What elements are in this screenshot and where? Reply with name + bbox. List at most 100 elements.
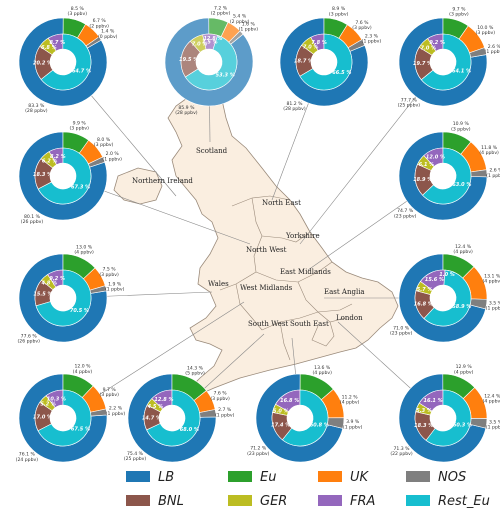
- outer-label: 83.3 % (28 ppbv): [25, 103, 48, 114]
- donut-r3c4: 71.0 % (23 ppbv) 12.4 % (4 ppbv) 13.1 % (4 pp…: [390, 244, 500, 343]
- outer-label: 9.9 % (3 ppbv): [70, 121, 90, 132]
- outer-label: 1.6 % (1 ppbv): [239, 21, 259, 32]
- inner-label: 68.0 %: [180, 427, 199, 433]
- inner-label: 12.8 %: [154, 397, 173, 403]
- outer-label: 81.2 % (28 ppbv): [283, 101, 306, 112]
- donut-r4c4: 71.3 % (22 ppbv) 12.9 % (4 ppbv) 12.4 % (4 pp…: [390, 364, 500, 463]
- inner-label: 5.3 %: [416, 408, 432, 414]
- inner-label: 60.3 %: [453, 422, 472, 428]
- inner-label: 18.9 %: [413, 177, 432, 183]
- legend-swatch-rest-eu: [406, 495, 430, 506]
- region-label-west-midlands: West Midlands: [240, 284, 293, 292]
- region-label-wales: Wales: [208, 280, 229, 288]
- donut-r4c2: 75.4 % (25 ppbv) 14.3 % (5 ppbv) 7.6 % (3 ppb…: [124, 365, 235, 463]
- outer-label: 10.9 % (3 ppbv): [451, 121, 471, 132]
- inner-label: 10.3 %: [47, 396, 66, 402]
- legend-label-eu: Eu: [260, 470, 276, 485]
- outer-label: 12.9 % (4 ppbv): [454, 364, 474, 375]
- region-label-northern-ireland: Northern Ireland: [132, 177, 193, 185]
- outer-label: 77.6 % (26 ppbv): [18, 333, 41, 344]
- inner-label: 12.0 %: [426, 155, 445, 161]
- outer-label: 5.4 % (2 ppbv): [230, 14, 250, 25]
- donut-hole: [311, 49, 337, 75]
- inner-label-extra: 1.0 %: [439, 272, 455, 278]
- legend-label-ger: GER: [260, 494, 287, 509]
- outer-label: 8.5 % (3 ppbv): [68, 6, 88, 17]
- inner-label: 7.0 %: [421, 45, 437, 51]
- outer-label: 76.1 % (24 ppbv): [16, 452, 39, 463]
- inner-label: 7.5 %: [202, 39, 218, 45]
- inner-label: 70.5 %: [70, 308, 89, 314]
- northern-ireland-outline: [113, 167, 163, 205]
- outer-label: 85.9 % (28 ppbv): [175, 105, 198, 116]
- outer-label: 75.4 % (25 ppbv): [124, 451, 147, 462]
- donut-hole: [430, 49, 456, 75]
- outer-label: 2.6 %(1 ppbv): [485, 44, 500, 55]
- outer-label: 9.7 % (3 ppbv): [449, 6, 469, 17]
- inner-slice-rest-eu: [184, 34, 238, 91]
- region-label-north-east: North East: [262, 199, 301, 207]
- outer-label: 9.7 % (3 ppbv): [99, 387, 119, 398]
- legend-swatch-nos: [406, 471, 430, 482]
- outer-label: 71.2 % (23 ppbv): [247, 446, 270, 457]
- legend-swatch-fra: [318, 495, 342, 506]
- outer-label: 8.0 % (3 ppbv): [94, 137, 114, 148]
- inner-label: 58.9 %: [452, 304, 471, 310]
- inner-label: 6.1 %: [419, 162, 435, 168]
- outer-label: 2.0 % (1 ppbv): [102, 151, 122, 162]
- inner-label: 4.5 %: [148, 404, 164, 410]
- uk-map: [113, 85, 399, 397]
- donut-hole: [50, 163, 76, 189]
- inner-label: 5.7 %: [417, 287, 433, 293]
- donut-r3c1: 77.6 % (26 ppbv) 13.0 % (4 ppbv) 7.5 % (3 ppb…: [18, 244, 125, 344]
- legend-label-nos: NOS: [438, 470, 466, 485]
- outer-label: 2.7 % (1 ppbv): [215, 407, 235, 418]
- inner-label: 8.2 %: [50, 154, 66, 160]
- outer-label: 10.0 % (3 ppbv): [476, 25, 496, 36]
- outer-label: 14.3 % (5 ppbv): [185, 365, 205, 376]
- inner-label: 5.2 %: [40, 402, 56, 408]
- inner-label: 16.1 %: [424, 398, 443, 404]
- inner-label: 7.0 %: [303, 44, 319, 50]
- outer-label: 13.1 % (4 ppbv): [482, 273, 500, 284]
- outer-label: 80.1 % (26 ppbv): [21, 214, 44, 225]
- overlay-shade: [165, 18, 253, 106]
- inner-label: 16.8 %: [414, 301, 433, 307]
- outer-label: 2.3 % (1 ppbv): [362, 33, 382, 44]
- legend-swatch-lb: [126, 471, 150, 482]
- region-label-east-anglia: East Anglia: [324, 288, 365, 296]
- inner-label-extra: 12.8 %: [203, 36, 222, 42]
- outer-label: 74.7 % (23 ppbv): [394, 208, 417, 219]
- inner-label: 7.0 %: [192, 42, 208, 48]
- outer-label: 2.2 % (1 ppbv): [106, 406, 126, 417]
- legend-label-fra: FRA: [350, 494, 375, 509]
- inner-label: 5.0 %: [273, 409, 289, 415]
- inner-slice-rest-eu: [423, 269, 472, 327]
- inner-label: 66.5 %: [332, 70, 351, 76]
- inner-label: 6.8 %: [41, 45, 57, 51]
- outer-label: 1.9 % (1 ppbv): [105, 281, 125, 292]
- outer-label: 12.4 %(4 ppbv): [483, 394, 500, 405]
- inner-label: 67.3 %: [71, 184, 90, 190]
- outer-label: 12.4 %(4 ppbv): [453, 244, 473, 255]
- outer-label: 2.6 %(1 ppbv): [486, 168, 500, 179]
- inner-label: 64.1 %: [452, 69, 471, 75]
- legend-label-rest-eu: Rest_Eu: [438, 494, 490, 509]
- outer-label: 7.6 % (3 ppbv): [352, 20, 372, 31]
- donut-hole: [159, 405, 185, 431]
- donut-hole: [430, 405, 456, 431]
- legend-swatch-eu: [228, 471, 252, 482]
- donut-r4c1: 76.1 % (24 ppbv) 12.0 % (4 ppbv) 9.7 % (3 ppb…: [16, 364, 126, 463]
- legend-swatch-uk: [318, 471, 342, 482]
- inner-label: 9.2 %: [49, 276, 65, 282]
- outer-label: 13.0 % (4 ppbv): [74, 244, 94, 255]
- region-label-london: London: [336, 314, 363, 322]
- region-borders: [219, 195, 353, 361]
- inner-label: 15.6 %: [425, 277, 444, 283]
- great-britain-outline: [167, 85, 399, 397]
- inner-label: 6.2 %: [42, 158, 58, 164]
- donut-r1c4: 77.7 % (25 ppbv) 9.7 % (3 ppbv) 10.0 % (3 ppb…: [398, 6, 500, 108]
- outer-label: 77.7 % (25 ppbv): [398, 98, 421, 109]
- outer-label: 7.5 % (3 ppbv): [99, 267, 119, 278]
